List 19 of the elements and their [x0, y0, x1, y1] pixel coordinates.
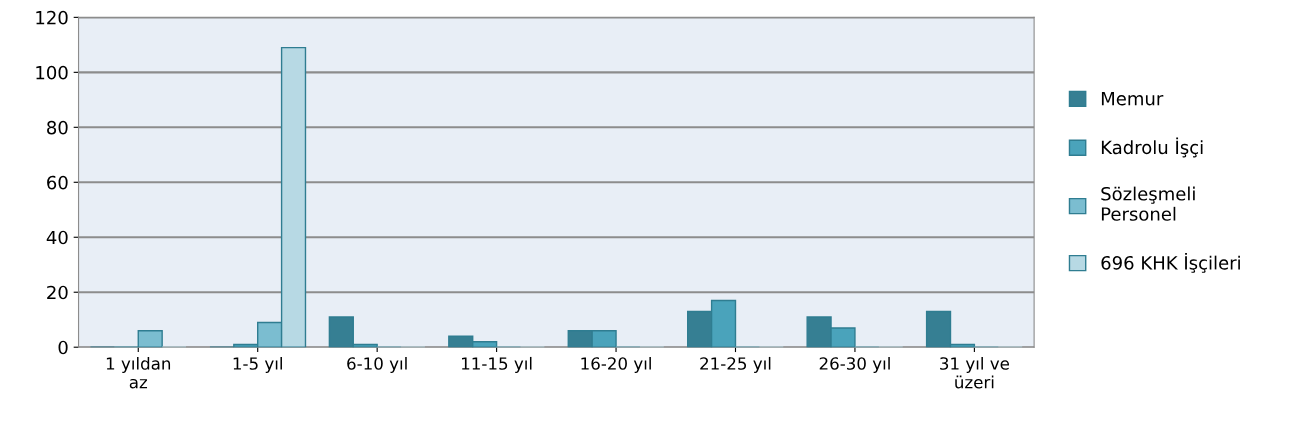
x-tick-label: 1 yıldan az — [106, 356, 171, 389]
legend-label: Memur — [1101, 91, 1164, 106]
y-tick-label: 100 — [36, 65, 68, 80]
legend-label: Kadrolu İşçi — [1101, 137, 1203, 158]
y-tick-label: 120 — [36, 10, 68, 25]
legend-label: Sözleşmeli Personel — [1101, 186, 1195, 221]
x-tick-label: 21-25 yıl — [700, 356, 771, 374]
x-tick-label: 26-30 yıl — [819, 356, 890, 374]
x-tick-label: 1-5 yıl — [233, 356, 282, 374]
x-tick-label: 6-10 yıl — [347, 356, 407, 374]
x-tick-label: 11-15 yıl — [462, 356, 532, 374]
y-tick-label: 20 — [47, 285, 68, 300]
y-tick-label: 0 — [58, 340, 68, 355]
x-tick-label: 31 yıl ve üzeri — [940, 356, 1010, 389]
x-tick-label: 16-20 yıl — [581, 356, 651, 374]
y-tick-label: 40 — [46, 230, 68, 245]
y-tick-label: 60 — [47, 175, 68, 190]
legend-label: 696 KHK İşçileri — [1101, 252, 1240, 273]
y-tick-label: 80 — [47, 120, 68, 135]
